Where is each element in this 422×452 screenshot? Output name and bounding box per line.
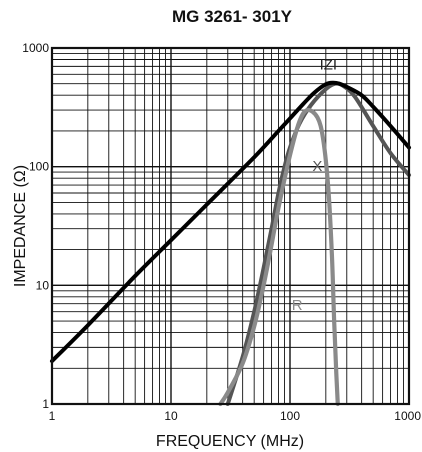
curves xyxy=(50,80,411,407)
y-tick-label: 1 xyxy=(42,397,49,411)
x-axis-label: FREQUENCY (MHz) xyxy=(156,433,304,450)
x-tick-label: 1 xyxy=(49,409,56,423)
y-tick-label: 1000 xyxy=(22,41,49,55)
y-axis-label: IMPEDANCE (Ω) xyxy=(12,165,29,287)
x-tick-label: 1000 xyxy=(394,409,421,423)
grid xyxy=(52,48,409,404)
y-tick-label: 100 xyxy=(29,160,49,174)
series-izi-line xyxy=(50,80,411,364)
x-tick-label: 100 xyxy=(280,409,300,423)
plot-frame xyxy=(50,46,411,406)
tick-labels: 1 10 100 1000 1 10 100 1000 xyxy=(22,41,421,423)
series-x-line xyxy=(225,81,411,406)
curve-labels: IZI X R xyxy=(292,56,337,314)
x-tick-label: 10 xyxy=(164,409,178,423)
chart-title: MG 3261- 301Y xyxy=(172,7,293,26)
curve-label-r: R xyxy=(292,297,303,314)
series-r-line xyxy=(218,107,340,407)
y-tick-label: 10 xyxy=(36,278,50,292)
curve-label-x: X xyxy=(312,158,322,175)
curve-label-izi: IZI xyxy=(320,56,338,73)
